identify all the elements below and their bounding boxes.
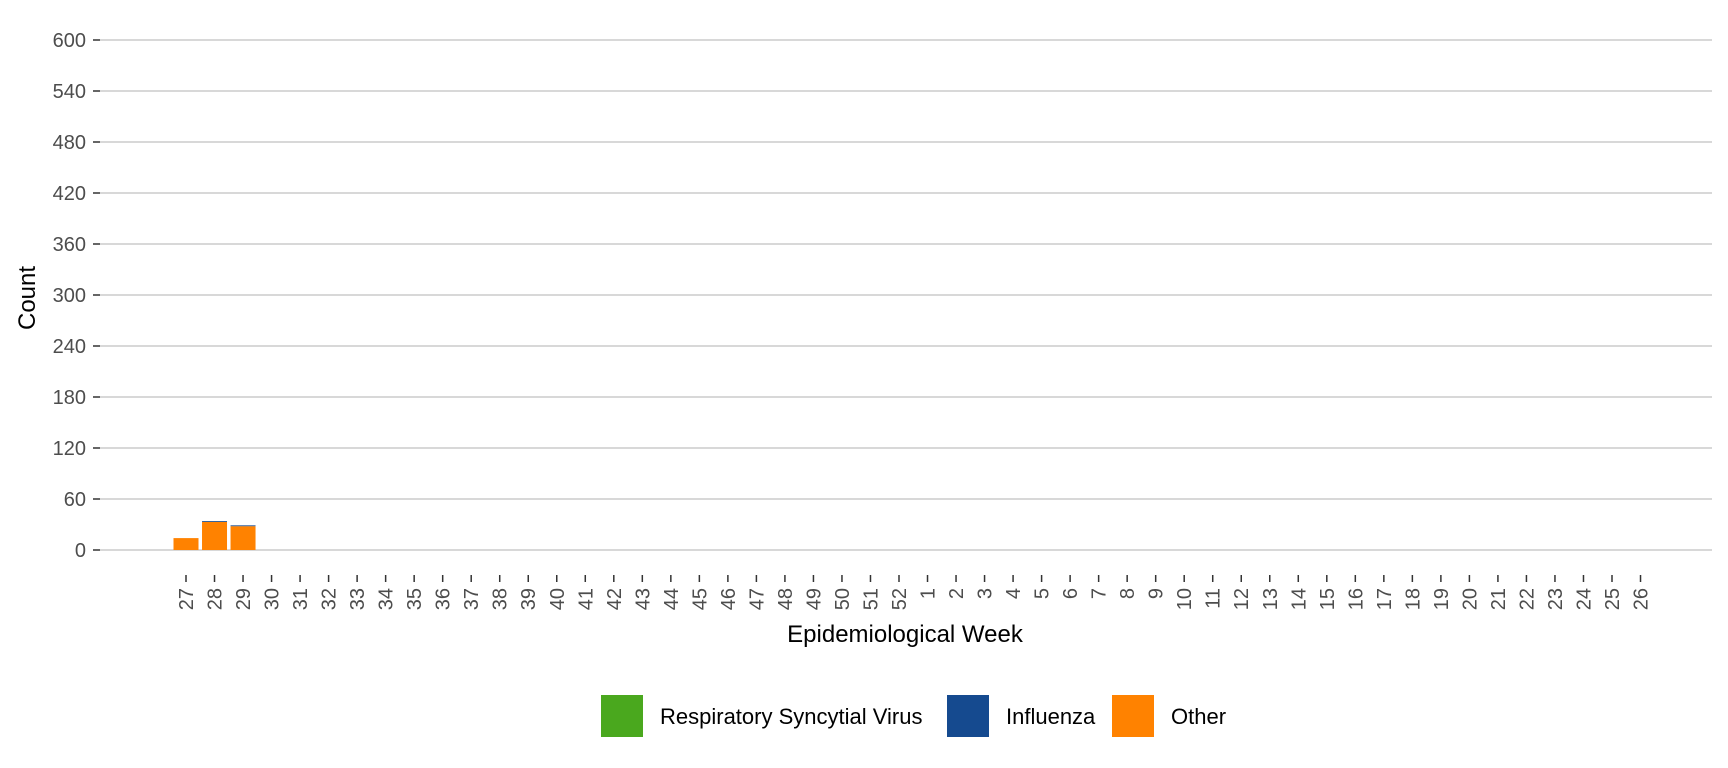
y-axis: 0 60 120 180 240 300 360 420 480 540 600 (53, 30, 100, 562)
x-tick-label: 10 (1174, 588, 1196, 610)
legend: Respiratory Syncytial Virus Influenza Othe… (601, 695, 1226, 737)
y-tick-label: 420 (53, 183, 86, 205)
y-tick-label: 120 (53, 438, 86, 460)
x-tick-label: 2 (946, 588, 968, 599)
y-tick-label: 60 (64, 489, 86, 511)
y-tick-label: 300 (53, 285, 86, 307)
y-tick-label: 0 (75, 540, 86, 562)
bar-segment (230, 526, 256, 550)
x-tick-label: 18 (1402, 588, 1424, 610)
x-tick-label: 47 (746, 588, 768, 610)
x-tick-label: 19 (1431, 588, 1453, 610)
x-tick-label: 52 (889, 588, 911, 610)
y-tick-label: 240 (53, 336, 86, 358)
y-axis-title: Count (14, 266, 41, 330)
x-tick-label: 9 (1146, 588, 1168, 599)
x-tick-label: 15 (1317, 588, 1339, 610)
x-tick-label: 14 (1288, 588, 1310, 610)
legend-label: Other (1171, 704, 1226, 729)
y-tick-label: 180 (53, 387, 86, 409)
x-tick-label: 13 (1260, 588, 1282, 610)
x-tick-label: 45 (689, 588, 711, 610)
bar-segment (202, 521, 228, 522)
y-tick-label: 480 (53, 132, 86, 154)
y-tick-label: 360 (53, 234, 86, 256)
x-tick-label: 34 (376, 588, 398, 610)
legend-swatch (947, 695, 989, 737)
y-tick-label: 540 (53, 81, 86, 103)
x-tick-label: 24 (1573, 588, 1595, 610)
x-tick-label: 25 (1602, 588, 1624, 610)
x-tick-label: 44 (661, 588, 683, 610)
x-tick-label: 42 (604, 588, 626, 610)
legend-swatch (601, 695, 643, 737)
x-tick-label: 33 (347, 588, 369, 610)
x-tick-label: 37 (461, 588, 483, 610)
x-tick-label: 20 (1459, 588, 1481, 610)
y-tick-label: 600 (53, 30, 86, 52)
legend-swatch (1112, 695, 1154, 737)
x-tick-label: 22 (1516, 588, 1538, 610)
x-tick-label: 7 (1089, 588, 1111, 599)
x-tick-label: 50 (832, 588, 854, 610)
x-tick-label: 3 (975, 588, 997, 599)
x-tick-label: 17 (1374, 588, 1396, 610)
x-tick-label: 16 (1345, 588, 1367, 610)
x-tick-label: 6 (1060, 588, 1082, 599)
x-tick-label: 39 (518, 588, 540, 610)
x-tick-label: 49 (803, 588, 825, 610)
x-tick-label: 21 (1488, 588, 1510, 610)
x-tick-label: 35 (404, 588, 426, 610)
x-tick-label: 51 (860, 588, 882, 610)
x-tick-label: 27 (176, 588, 198, 610)
x-tick-label: 1 (918, 588, 940, 599)
legend-label: Respiratory Syncytial Virus (660, 704, 922, 729)
x-tick-label: 36 (433, 588, 455, 610)
x-tick-label: 12 (1231, 588, 1253, 610)
x-tick-label: 4 (1003, 588, 1025, 599)
x-tick-label: 40 (547, 588, 569, 610)
x-tick-label: 48 (775, 588, 797, 610)
x-tick-label: 46 (718, 588, 740, 610)
x-tick-label: 30 (262, 588, 284, 610)
x-tick-label: 41 (575, 588, 597, 610)
bar-segment (173, 538, 199, 550)
x-tick-label: 32 (319, 588, 341, 610)
bars (173, 521, 256, 550)
x-tick-label: 26 (1631, 588, 1653, 610)
x-tick-label: 31 (290, 588, 312, 610)
gridlines (100, 39, 1712, 551)
x-tick-label: 38 (490, 588, 512, 610)
x-axis-title: Epidemiological Week (787, 621, 1024, 648)
bar-segment (230, 525, 256, 527)
x-tick-label: 28 (205, 588, 227, 610)
x-tick-label: 29 (233, 588, 255, 610)
bar-segment (202, 521, 228, 550)
x-tick-label: 11 (1203, 588, 1225, 609)
x-tick-label: 43 (632, 588, 654, 610)
x-axis: 27 28 29 30 31 32 33 34 35 36 37 38 39 40 41 42 43 44 45 46… (176, 575, 1653, 610)
x-tick-label: 8 (1117, 588, 1139, 599)
legend-label: Influenza (1006, 704, 1096, 729)
x-tick-label: 23 (1545, 588, 1567, 610)
x-tick-label: 5 (1032, 588, 1054, 599)
